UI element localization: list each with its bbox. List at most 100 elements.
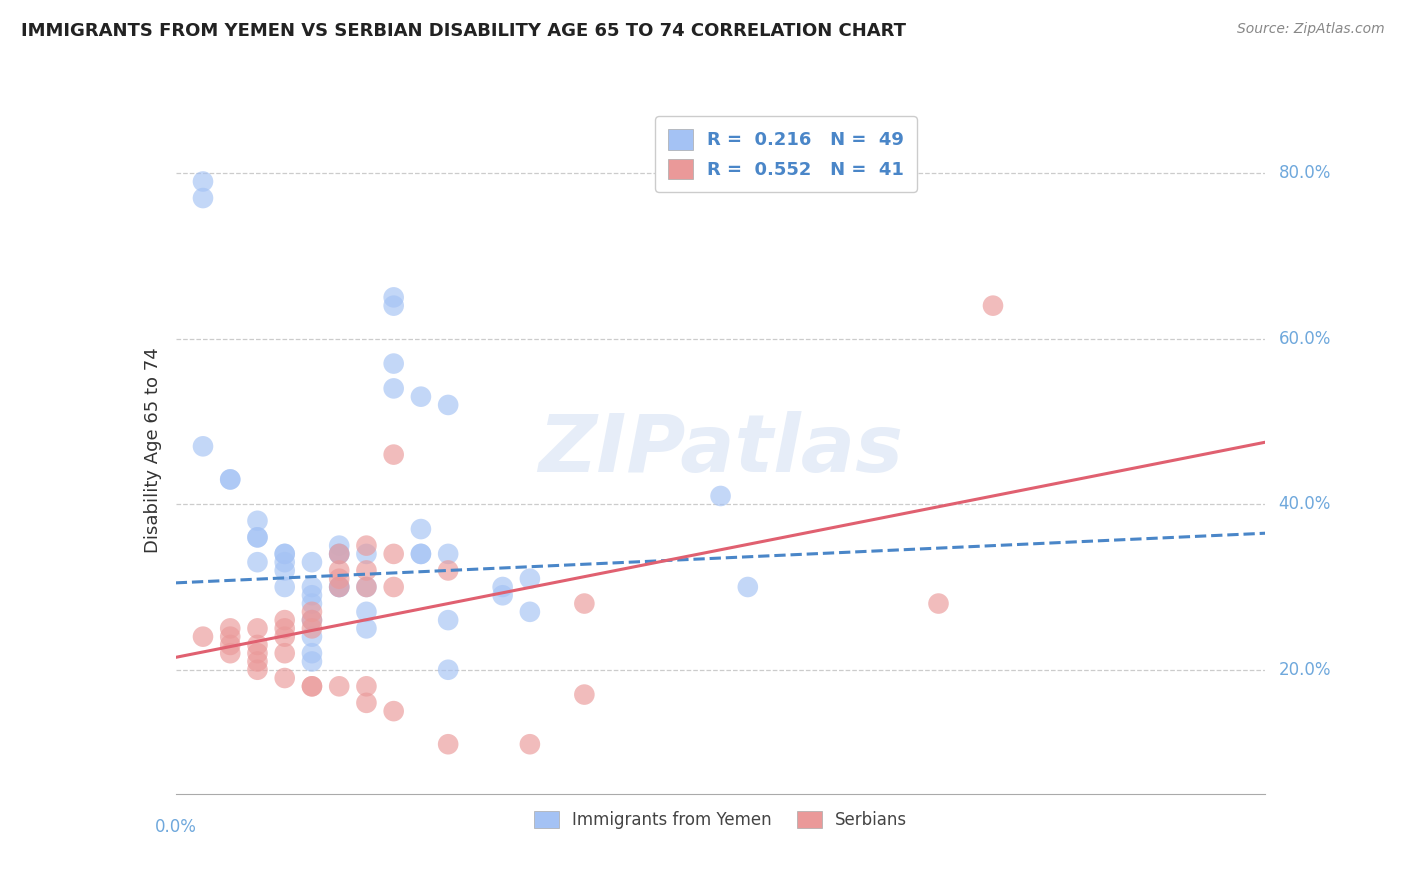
Point (191, 174, 214, 188)
Point (409, 547, 432, 561)
Point (519, 572, 541, 586)
Point (409, 522, 432, 536)
Point (274, 630, 297, 644)
Point (191, 191, 214, 205)
Point (737, 580, 759, 594)
Point (301, 605, 323, 619)
Point (191, 630, 214, 644)
Point (492, 588, 515, 602)
Point (356, 580, 378, 594)
Point (301, 555, 323, 569)
Point (382, 580, 405, 594)
Point (301, 613, 323, 627)
Point (437, 613, 460, 627)
Text: 80.0%: 80.0% (1278, 164, 1331, 182)
Point (437, 737, 460, 751)
Point (328, 572, 350, 586)
Point (301, 613, 323, 627)
Point (437, 663, 460, 677)
Point (274, 580, 297, 594)
Point (301, 621, 323, 635)
Point (246, 655, 269, 669)
Point (519, 605, 541, 619)
Point (382, 357, 405, 371)
Point (710, 489, 733, 503)
Point (274, 555, 297, 569)
Point (382, 704, 405, 718)
Point (219, 621, 242, 635)
Point (246, 646, 269, 660)
Point (328, 580, 350, 594)
Point (328, 679, 350, 693)
Point (246, 530, 269, 544)
Point (382, 299, 405, 313)
Text: Source: ZipAtlas.com: Source: ZipAtlas.com (1237, 22, 1385, 37)
Point (274, 547, 297, 561)
Point (274, 564, 297, 578)
Text: 20.0%: 20.0% (1278, 661, 1331, 679)
Point (409, 547, 432, 561)
Point (437, 398, 460, 412)
Point (382, 448, 405, 462)
Point (274, 646, 297, 660)
Point (301, 580, 323, 594)
Point (382, 290, 405, 304)
Point (301, 597, 323, 611)
Point (191, 439, 214, 453)
Point (382, 381, 405, 395)
Point (246, 530, 269, 544)
Point (246, 514, 269, 528)
Point (328, 564, 350, 578)
Text: IMMIGRANTS FROM YEMEN VS SERBIAN DISABILITY AGE 65 TO 74 CORRELATION CHART: IMMIGRANTS FROM YEMEN VS SERBIAN DISABIL… (21, 22, 905, 40)
Point (301, 679, 323, 693)
Point (574, 688, 596, 702)
Point (382, 547, 405, 561)
Point (274, 547, 297, 561)
Point (301, 630, 323, 644)
Point (219, 472, 242, 486)
Point (246, 555, 269, 569)
Point (928, 597, 950, 611)
Text: 0.0%: 0.0% (155, 818, 197, 836)
Point (274, 613, 297, 627)
Point (219, 630, 242, 644)
Point (574, 597, 596, 611)
Point (356, 605, 378, 619)
Point (274, 671, 297, 685)
Point (328, 547, 350, 561)
Point (328, 580, 350, 594)
Point (409, 390, 432, 404)
Point (246, 621, 269, 635)
Point (492, 580, 515, 594)
Point (246, 663, 269, 677)
Text: 60.0%: 60.0% (1278, 330, 1331, 348)
Point (437, 547, 460, 561)
Point (219, 638, 242, 652)
Y-axis label: Disability Age 65 to 74: Disability Age 65 to 74 (143, 348, 162, 553)
Point (356, 580, 378, 594)
Point (301, 679, 323, 693)
Point (301, 588, 323, 602)
Point (356, 564, 378, 578)
Text: ZIPatlas: ZIPatlas (538, 411, 903, 490)
Point (219, 646, 242, 660)
Point (519, 737, 541, 751)
Point (328, 580, 350, 594)
Legend: Immigrants from Yemen, Serbians: Immigrants from Yemen, Serbians (526, 802, 915, 837)
Point (356, 679, 378, 693)
Point (356, 696, 378, 710)
Point (328, 539, 350, 553)
Point (274, 621, 297, 635)
Point (219, 472, 242, 486)
Point (246, 638, 269, 652)
Point (301, 655, 323, 669)
Text: 40.0%: 40.0% (1278, 495, 1331, 513)
Point (356, 547, 378, 561)
Point (437, 564, 460, 578)
Point (981, 299, 1004, 313)
Point (301, 646, 323, 660)
Point (356, 539, 378, 553)
Point (356, 621, 378, 635)
Point (328, 547, 350, 561)
Point (328, 547, 350, 561)
